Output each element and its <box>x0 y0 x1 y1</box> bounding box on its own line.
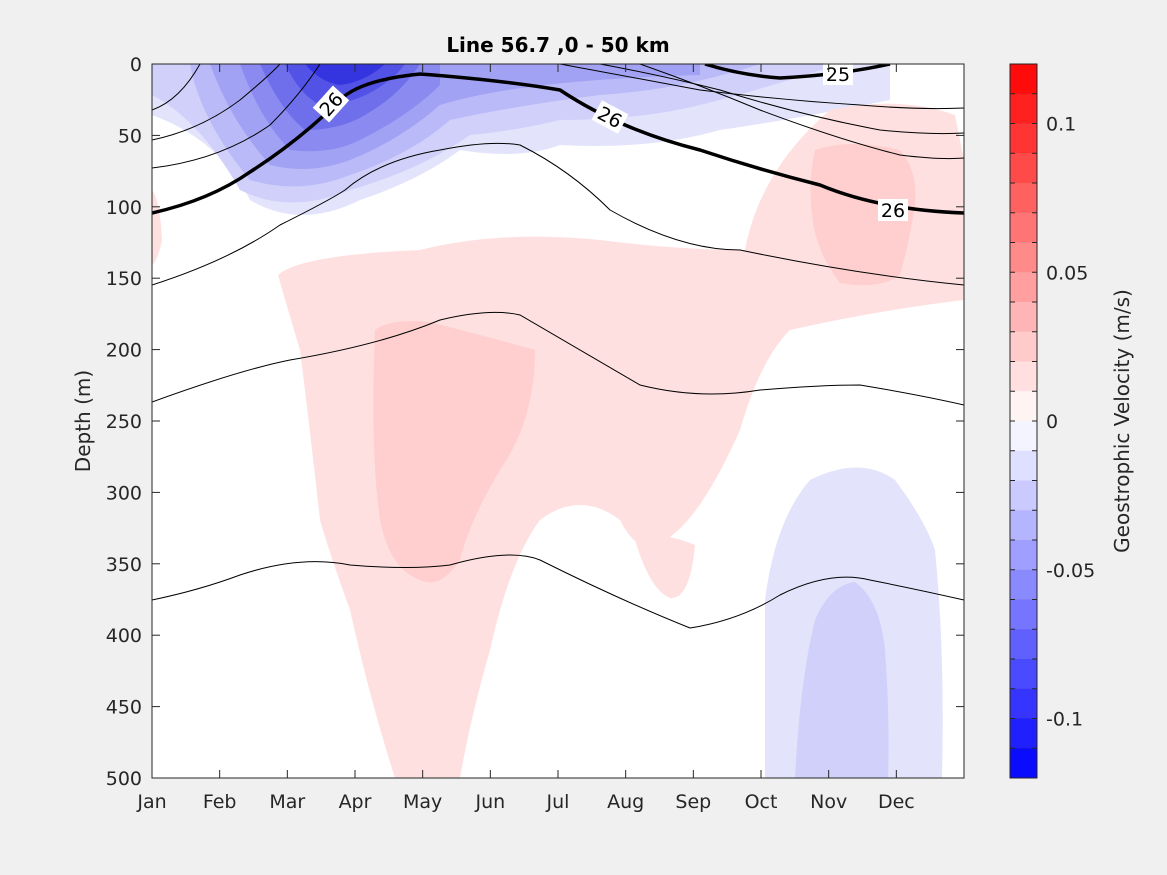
contour-line <box>152 311 964 406</box>
contour-line <box>152 64 201 111</box>
velocity-region <box>810 144 916 286</box>
isopycnal-contours <box>152 64 964 629</box>
x-tick-label: Oct <box>745 791 778 813</box>
y-tick-label: 450 <box>106 697 142 719</box>
contour-line <box>152 72 964 215</box>
y-tick-label: 500 <box>106 768 142 790</box>
contour-line <box>704 64 891 80</box>
x-tick-label: Dec <box>878 791 915 813</box>
x-tick-label: Nov <box>810 791 847 813</box>
y-tick-label: 250 <box>106 411 142 433</box>
colorbar-segment <box>1010 272 1037 303</box>
colorbar-segment <box>1010 123 1037 154</box>
contour-line <box>152 64 321 169</box>
colorbar: 0.1 0.05 0 -0.05 -0.1 <box>1009 63 1095 779</box>
colorbar-segment <box>1010 599 1037 630</box>
y-tick-label: 350 <box>106 554 142 576</box>
x-tick-label: Apr <box>339 791 372 813</box>
colorbar-segment <box>1010 688 1037 719</box>
colorbar-segment <box>1010 540 1037 571</box>
colorbar-segment <box>1010 391 1037 422</box>
contour-line <box>559 64 964 110</box>
y-tick-label: 200 <box>106 340 142 362</box>
colorbar-tick-label: 0.05 <box>1046 262 1088 284</box>
contour-line <box>152 142 964 286</box>
colorbar-segment <box>1010 718 1037 749</box>
y-tick-label: 50 <box>118 125 142 147</box>
velocity-region <box>285 64 405 105</box>
colorbar-segment <box>1010 748 1037 779</box>
colorbar-segment <box>1010 450 1037 481</box>
y-tick-label: 100 <box>106 197 142 219</box>
colorbar-segment <box>1010 361 1037 392</box>
colorbar-segment <box>1010 212 1037 243</box>
contour-label: 25 <box>826 64 850 86</box>
velocity-region <box>278 103 964 778</box>
colorbar-segment <box>1010 153 1037 184</box>
colorbar-label: Geostrophic Velocity (m/s) <box>1110 289 1134 553</box>
contour-line <box>152 554 964 629</box>
colorbar-tick-label: -0.1 <box>1046 709 1083 731</box>
contour-label: 26 <box>881 200 905 222</box>
contour-line <box>639 64 964 160</box>
y-axis: 0 50 100 150 200 250 300 350 400 450 500 <box>106 54 964 790</box>
colorbar-frame <box>1009 63 1038 779</box>
x-tick-label: Jun <box>474 791 505 813</box>
y-axis-label: Depth (m) <box>71 370 95 472</box>
x-tick-label: Feb <box>203 791 237 813</box>
colorbar-tick-label: 0 <box>1046 411 1058 433</box>
x-axis: Jan Feb Mar Apr May Jun Jul Aug Sep Oct Nov Dec <box>136 64 915 813</box>
colorbar-segment <box>1010 629 1037 660</box>
colorbar-segment <box>1010 242 1037 273</box>
colorbar-segment <box>1010 93 1037 124</box>
contour-line <box>599 64 964 135</box>
colorbar-segment <box>1010 510 1037 541</box>
colorbar-segment <box>1010 183 1037 214</box>
x-tick-label: Sep <box>675 791 711 813</box>
y-tick-label: 150 <box>106 268 142 290</box>
colorbar-segment <box>1010 480 1037 511</box>
x-tick-label: Aug <box>607 791 644 813</box>
velocity-region <box>795 582 889 778</box>
x-tick-label: Jul <box>546 791 570 813</box>
velocity-region <box>305 64 385 85</box>
velocity-region <box>373 321 535 583</box>
contour-line <box>152 64 281 141</box>
colorbar-segment <box>1010 421 1037 452</box>
x-tick-label: Mar <box>269 791 305 813</box>
colorbar-tick-label: 0.1 <box>1046 114 1076 136</box>
velocity-region <box>152 190 162 265</box>
colorbar-segment <box>1010 64 1037 95</box>
y-tick-label: 300 <box>106 482 142 504</box>
colorbar-segment <box>1010 569 1037 600</box>
colorbar-segment <box>1010 659 1037 690</box>
x-tick-label: May <box>403 791 442 813</box>
y-tick-label: 0 <box>130 54 142 76</box>
chart-title: Line 56.7 ,0 - 50 km <box>446 33 669 57</box>
colorbar-segment <box>1010 331 1037 362</box>
velocity-region <box>635 536 695 599</box>
colorbar-segment <box>1010 302 1037 333</box>
y-tick-label: 400 <box>106 625 142 647</box>
colorbar-tick-label: -0.05 <box>1046 560 1095 582</box>
x-tick-label: Jan <box>136 791 166 813</box>
